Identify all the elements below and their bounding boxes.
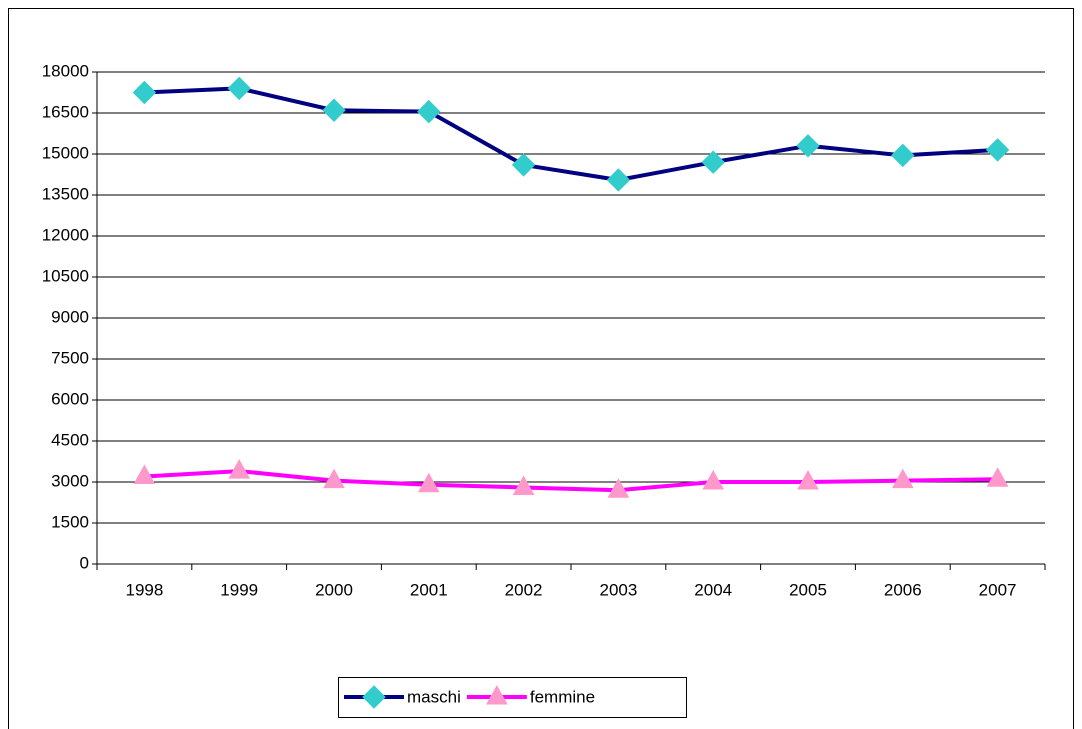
- legend: maschi femmine: [338, 677, 687, 718]
- x-tick-label: 2000: [315, 580, 353, 599]
- marker: [417, 472, 440, 493]
- y-tick-label: 0: [80, 553, 89, 572]
- marker: [701, 150, 725, 174]
- y-tick-label: 1500: [51, 512, 89, 531]
- y-tick-label: 10500: [42, 266, 89, 285]
- marker: [322, 98, 346, 122]
- marker: [607, 478, 630, 498]
- x-tick-label: 2001: [410, 580, 448, 599]
- series-line: [144, 469, 998, 493]
- y-tick-label: 16500: [42, 102, 89, 121]
- legend-marker: [362, 685, 386, 709]
- y-tick-label: 15000: [42, 143, 89, 162]
- x-tick-label: 2003: [599, 580, 637, 599]
- y-tick-label: 9000: [51, 307, 89, 326]
- chart-frame: [8, 8, 1074, 729]
- marker: [986, 467, 1009, 487]
- marker: [417, 99, 441, 124]
- marker: [132, 80, 157, 105]
- y-tick-label: 6000: [51, 389, 89, 408]
- marker: [511, 153, 536, 177]
- legend-marker: [486, 684, 508, 705]
- y-tick-label: 7500: [51, 348, 89, 367]
- marker: [228, 459, 251, 479]
- legend-label: femmine: [530, 687, 595, 706]
- marker: [985, 138, 1010, 162]
- marker: [133, 464, 156, 485]
- marker: [891, 468, 914, 489]
- y-tick-label: 3000: [51, 471, 89, 490]
- x-tick-label: 2004: [694, 580, 732, 599]
- x-tick-label: 1998: [125, 580, 163, 599]
- marker: [512, 475, 535, 495]
- x-tick-label: 2002: [505, 580, 543, 599]
- marker: [891, 143, 915, 168]
- marker: [702, 469, 725, 490]
- x-tick-label: 2007: [979, 580, 1017, 599]
- x-tick-label: 1999: [220, 580, 258, 599]
- marker: [227, 76, 251, 101]
- y-tick-label: 13500: [42, 184, 89, 203]
- series-line: [144, 86, 998, 182]
- x-tick-label: 2005: [789, 580, 827, 599]
- marker: [797, 469, 819, 490]
- marker: [796, 134, 820, 158]
- y-tick-label: 4500: [51, 430, 89, 449]
- legend-label: maschi: [407, 687, 461, 706]
- marker: [606, 168, 631, 192]
- marker: [323, 468, 345, 489]
- y-tick-label: 18000: [42, 61, 89, 80]
- x-tick-label: 2006: [884, 580, 922, 599]
- y-tick-label: 12000: [42, 225, 89, 244]
